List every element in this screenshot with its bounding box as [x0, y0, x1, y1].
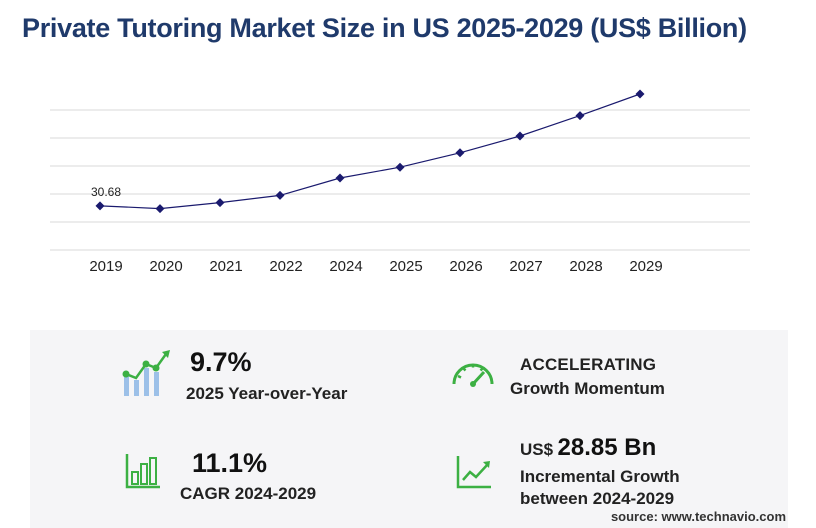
stats-panel	[30, 330, 788, 528]
incremental-label-line2: between 2024-2029	[520, 489, 675, 508]
data-label-2019: 30.68	[91, 185, 121, 199]
data-point-2022	[275, 190, 285, 200]
data-point-2029	[635, 89, 645, 99]
data-point-2026	[455, 148, 465, 158]
yoy-value: 9.7%	[190, 347, 252, 377]
x-tick-label-2024: 2024	[329, 258, 362, 275]
data-labels: 30.68	[91, 185, 121, 199]
x-tick-label-2026: 2026	[449, 258, 482, 275]
x-tick-label-2021: 2021	[209, 258, 242, 275]
data-point-2020	[155, 204, 165, 214]
x-tick-label-2029: 2029	[629, 258, 662, 275]
source-credit: source: www.technavio.com	[610, 509, 786, 524]
x-tick-label-2027: 2027	[509, 258, 542, 275]
data-point-2028	[575, 111, 585, 121]
x-tick-label-2025: 2025	[389, 258, 422, 275]
incremental-value-row: US$ 28.85 Bn	[520, 434, 656, 462]
data-point-2021	[215, 198, 225, 208]
page-title: Private Tutoring Market Size in US 2025-…	[22, 13, 747, 43]
data-point-2019	[95, 201, 105, 211]
x-axis-labels: 2019 2020 2021 2022 2024 2025 2026 2027 2028 2029	[89, 258, 662, 275]
data-point-2024	[335, 173, 345, 183]
x-tick-label-2022: 2022	[269, 258, 302, 275]
chart-grid	[50, 109, 750, 251]
data-point-2027	[515, 131, 525, 141]
momentum-value: ACCELERATING	[520, 355, 657, 374]
x-tick-label-2019: 2019	[89, 258, 122, 275]
growth-chart-icon	[122, 350, 170, 396]
series-line	[99, 93, 641, 210]
incremental-value: 28.85 Bn	[557, 434, 657, 461]
incremental-label-line1: Incremental Growth	[520, 467, 680, 486]
trend-line-icon	[456, 456, 491, 489]
incremental-prefix: US$	[520, 440, 554, 459]
cagr-label: CAGR 2024-2029	[180, 484, 317, 503]
x-tick-label-2020: 2020	[149, 258, 182, 275]
x-tick-label-2028: 2028	[569, 258, 602, 275]
data-point-2025	[395, 162, 405, 172]
momentum-label: Growth Momentum	[510, 379, 665, 398]
cagr-value: 11.1%	[192, 448, 268, 478]
bar-chart-icon	[125, 454, 160, 489]
yoy-label: 2025 Year-over-Year	[186, 384, 348, 403]
speedometer-icon	[452, 363, 494, 387]
market-size-line-chart: 2019 2020 2021 2022 2024 2025 2026 2027 2028 2029…	[50, 89, 750, 275]
chart-series	[95, 89, 645, 214]
